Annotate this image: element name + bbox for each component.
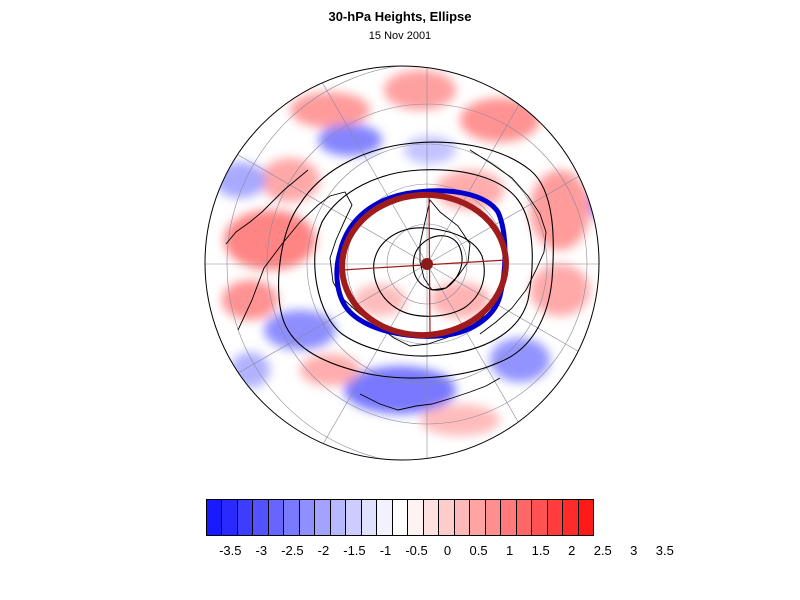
colorbar-tick-label: -3.5	[219, 543, 242, 558]
colorbar-swatch	[547, 500, 564, 535]
colorbar-swatch	[439, 500, 455, 535]
colorbar-swatch	[501, 500, 517, 535]
colorbar-swatch	[470, 500, 486, 535]
colorbar	[206, 499, 594, 536]
colorbar-swatch	[578, 500, 594, 535]
colorbar-tick-label: 2.5	[593, 543, 612, 558]
colorbar-swatch	[222, 500, 238, 535]
colorbar-swatch	[330, 500, 347, 535]
colorbar-swatch	[253, 500, 269, 535]
colorbar-swatch	[377, 500, 393, 535]
colorbar-swatch	[207, 500, 223, 535]
colorbar-tick-label: -0.5	[405, 543, 428, 558]
anomaly-patch	[530, 264, 590, 316]
colorbar-tick-label: -3	[255, 543, 268, 558]
anomaly-patch	[290, 92, 370, 128]
colorbar-swatch	[516, 500, 533, 535]
colorbar-swatch	[454, 500, 471, 535]
anomaly-patch	[530, 170, 590, 250]
coastline-north-america	[469, 149, 547, 335]
height-contour-center	[412, 235, 463, 291]
anomaly-patch	[420, 404, 500, 436]
coastline-asia-east	[359, 377, 501, 411]
colorbar-swatch	[392, 500, 409, 535]
coastline-africa	[225, 169, 309, 245]
colorbar-swatch	[299, 500, 316, 535]
anomaly-patch	[224, 210, 316, 270]
map-title: 30-hPa Heights, Ellipse	[328, 9, 472, 24]
anomaly-patch	[430, 282, 490, 318]
height-contour-outer	[278, 141, 554, 379]
colorbar-swatch	[408, 500, 424, 535]
anomaly-patch	[318, 124, 382, 156]
colorbar-swatch	[284, 500, 300, 535]
colorbar-tick-label: -1.5	[343, 543, 366, 558]
colorbar-tick-label: 0	[443, 543, 452, 558]
fitted-ellipse	[339, 191, 509, 339]
height-contour-middle	[314, 169, 533, 357]
colorbar-tick-label: 2	[568, 543, 576, 558]
anomaly-patch	[222, 280, 278, 320]
meridian-line	[205, 133, 428, 265]
colorbar-tick-label: -1	[379, 543, 392, 558]
colorbar-swatch	[563, 500, 579, 535]
anomaly-patch	[264, 310, 336, 350]
colorbar-tick-label: -2.5	[281, 543, 304, 558]
colorbar-swatch	[268, 500, 285, 535]
colorbar-tick-label: 0.5	[469, 543, 488, 558]
colorbar-swatch	[361, 500, 378, 535]
anomaly-patch	[490, 338, 550, 382]
colorbar-swatch	[237, 500, 254, 535]
colorbar-labels: -3.5 -3 -2.5 -2 -1.5 -1 -0.5 0 0.5 1 1.5 2 2.5 3 3.5	[206, 543, 674, 559]
colorbar-swatch	[485, 500, 502, 535]
map-boundary	[204, 65, 600, 461]
colorbar-tick-label: -2	[317, 543, 330, 558]
colorbar-tick-label: 1.5	[531, 543, 550, 558]
map-date: 15 Nov 2001	[368, 30, 432, 42]
anomaly-patch	[384, 70, 456, 110]
colorbar-swatch	[346, 500, 362, 535]
meridian-line	[426, 263, 599, 395]
anomaly-patch	[260, 158, 320, 202]
height-contours	[278, 141, 554, 379]
colorbar-swatch	[315, 500, 331, 535]
height-anomaly-field	[214, 70, 599, 436]
colorbar-tick-label: 3	[630, 543, 638, 558]
colorbar-swatch	[532, 500, 548, 535]
anomaly-patch	[354, 284, 406, 316]
meridian-line	[205, 263, 428, 395]
height-contour-inner	[373, 227, 485, 317]
colorbar-tick-label: 1	[506, 543, 514, 558]
meridian-line	[426, 133, 599, 265]
ellipse-center-marker	[421, 258, 433, 270]
anomaly-patch	[460, 98, 540, 142]
anomaly-patch	[404, 136, 456, 164]
colorbar-swatch	[423, 500, 440, 535]
colorbar-tick-label: 3.5	[655, 543, 674, 558]
